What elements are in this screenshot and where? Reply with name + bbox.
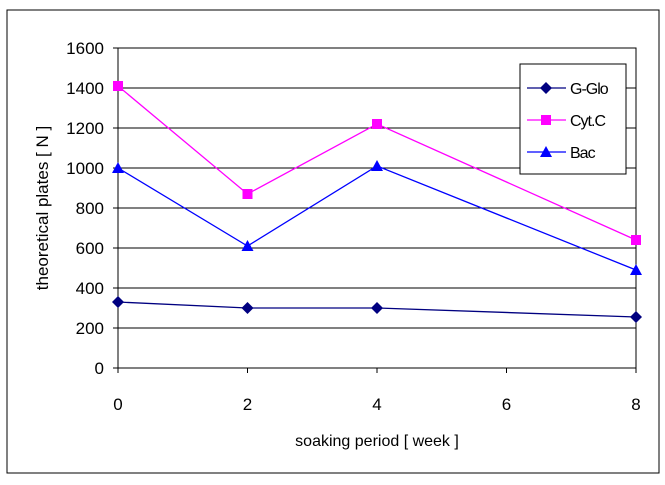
data-point: [371, 302, 383, 314]
data-point: [241, 240, 254, 251]
data-point: [631, 235, 641, 245]
data-point: [241, 302, 254, 314]
series-0: [112, 296, 642, 323]
y-tick-label: 1000: [66, 159, 104, 178]
y-tick-label: 200: [76, 319, 104, 338]
y-tick-label: 1600: [66, 39, 104, 58]
data-point: [630, 311, 642, 323]
series-line: [117, 85, 637, 241]
legend-marker: [540, 146, 552, 157]
x-tick-label: 2: [243, 395, 252, 414]
y-tick-label: 400: [76, 279, 104, 298]
data-point: [112, 296, 124, 308]
legend-marker: [541, 115, 551, 125]
data-point: [242, 189, 253, 199]
y-axis-label: theoretical plates [ N ]: [33, 126, 52, 290]
legend-marker: [540, 82, 552, 94]
series-2: [112, 160, 642, 275]
data-point: [372, 119, 382, 129]
legend-label: G-Glo: [570, 81, 609, 98]
legend-label: Cyt.C: [570, 113, 605, 130]
y-tick-label: 1200: [66, 119, 104, 138]
series-group: [112, 81, 642, 323]
series-1: [113, 81, 641, 245]
series-line: [117, 301, 637, 318]
y-tick-label: 1400: [66, 79, 104, 98]
x-tick-label: 4: [372, 395, 381, 414]
y-tick-label: 0: [95, 359, 104, 378]
data-point: [112, 162, 124, 173]
axes: 0 200 400 600 800 1000 1200 1400 1600 0 2 4 6 8: [66, 39, 641, 414]
y-tick-label: 600: [76, 239, 104, 258]
data-point: [113, 81, 123, 91]
data-point: [371, 160, 383, 171]
x-tick-label: 0: [113, 395, 122, 414]
legend: G-Glo Cyt.C Bac: [519, 63, 627, 175]
data-point: [630, 264, 642, 275]
legend-box: [519, 63, 627, 175]
series-line: [117, 165, 637, 271]
x-tick-label: 6: [502, 395, 511, 414]
x-tick-label: 8: [631, 395, 640, 414]
x-axis-label: soaking period [ week ]: [295, 433, 459, 450]
legend-label: Bac: [570, 145, 596, 162]
y-tick-label: 800: [76, 199, 104, 218]
